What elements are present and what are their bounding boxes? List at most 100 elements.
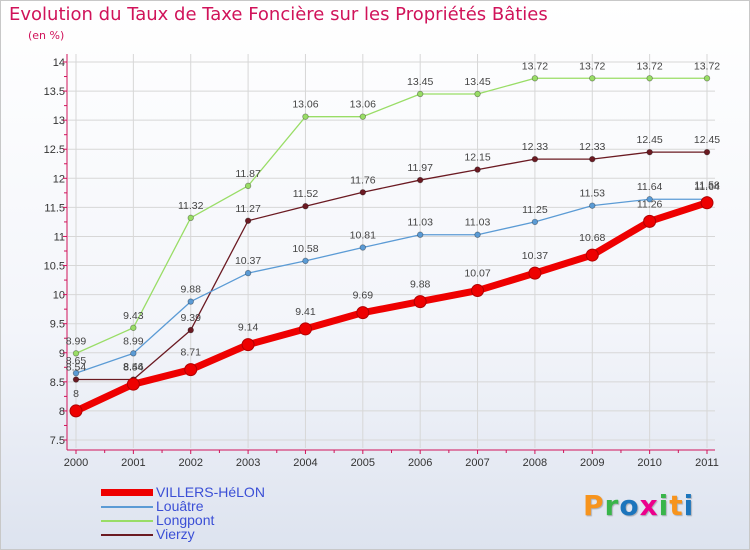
- data-point-villers-h-lon: [471, 284, 485, 298]
- y-tick-label: 12: [53, 173, 65, 185]
- series-line-lou-tre: [75, 198, 708, 374]
- data-point-vierzy: [244, 217, 252, 224]
- data-point-lou-tre: [359, 244, 367, 251]
- series-line-vierzy: [75, 151, 708, 381]
- data-point-lou-tre: [72, 369, 80, 377]
- x-tick-label: 2002: [178, 457, 202, 469]
- data-label-lou-tre: 11.53: [580, 188, 606, 200]
- data-label-longpont: 11.32: [178, 200, 204, 212]
- data-label-longpont: 8.99: [66, 335, 87, 347]
- logo-letter: t: [669, 489, 684, 522]
- data-point-lou-tre: [187, 298, 194, 305]
- logo-letter: i: [683, 489, 695, 522]
- x-tick-label: 2006: [408, 457, 432, 469]
- logo-letter: P: [583, 489, 605, 522]
- data-label-villers-h-lon: 9.41: [295, 306, 316, 318]
- data-label-vierzy: 12.15: [464, 152, 490, 164]
- data-label-vierzy: 11.97: [407, 162, 433, 174]
- legend-swatch: [101, 506, 153, 508]
- data-point-villers-h-lon: [700, 196, 714, 210]
- logo-letter: o: [619, 489, 640, 522]
- data-point-longpont: [589, 75, 596, 82]
- legend-item: Louâtre: [101, 498, 341, 514]
- y-tick-label: 9: [59, 348, 65, 360]
- data-label-villers-h-lon: 9.14: [238, 322, 259, 334]
- data-point-lou-tre: [646, 196, 653, 203]
- data-point-lou-tre: [474, 231, 481, 238]
- legend-item: VILLERS-HéLON: [101, 484, 341, 500]
- data-label-lou-tre: 8.99: [123, 335, 144, 347]
- data-label-lou-tre: 10.37: [235, 255, 261, 267]
- data-label-longpont: 13.72: [579, 60, 605, 72]
- data-label-villers-h-lon: 8: [73, 388, 79, 400]
- x-tick-label: 2010: [637, 457, 661, 469]
- y-tick-label: 8: [59, 406, 65, 418]
- x-tick-label: 2007: [465, 457, 489, 469]
- data-point-villers-h-lon: [126, 377, 140, 391]
- data-label-lou-tre: 11.64: [694, 181, 720, 193]
- chart-title: Evolution du Taux de Taxe Foncière sur l…: [9, 4, 548, 25]
- x-tick-label: 2008: [523, 457, 547, 469]
- data-label-vierzy: 11.52: [293, 188, 319, 200]
- x-tick-label: 2000: [64, 457, 88, 469]
- data-point-vierzy: [703, 148, 711, 156]
- y-tick-label: 13: [53, 115, 65, 127]
- data-label-villers-h-lon: 8.46: [123, 361, 144, 373]
- data-label-longpont: 13.06: [350, 99, 376, 111]
- y-tick-label: 12.5: [44, 144, 65, 156]
- legend-label: Vierzy: [156, 526, 195, 542]
- legend-item: Longpont: [101, 512, 341, 528]
- data-point-vierzy: [72, 376, 80, 383]
- data-point-vierzy: [187, 326, 194, 334]
- data-point-longpont: [187, 214, 194, 222]
- data-point-vierzy: [589, 155, 596, 163]
- data-label-lou-tre: 9.88: [181, 284, 202, 296]
- y-tick-label: 8.5: [50, 377, 65, 389]
- data-label-villers-h-lon: 9.88: [410, 279, 431, 291]
- data-label-vierzy: 12.33: [579, 141, 605, 153]
- data-point-longpont: [646, 75, 653, 82]
- data-point-longpont: [474, 90, 481, 98]
- data-point-villers-h-lon: [643, 214, 657, 228]
- y-tick-label: 7.5: [50, 435, 65, 447]
- grid: [68, 54, 715, 448]
- x-tick-label: 2011: [695, 457, 719, 469]
- y-tick-label: 10: [53, 290, 65, 302]
- legend-label: Longpont: [156, 512, 215, 528]
- logo-letter: r: [604, 489, 620, 522]
- y-tick-label: 11.5: [44, 202, 65, 214]
- data-label-vierzy: 8.54: [123, 362, 144, 374]
- logo-letter: x: [639, 489, 659, 522]
- data-point-villers-h-lon: [298, 322, 312, 336]
- y-tick-label: 13.5: [44, 86, 65, 98]
- data-label-longpont: 13.45: [407, 76, 433, 88]
- data-label-lou-tre: 11.03: [407, 217, 433, 229]
- data-point-longpont: [302, 113, 309, 120]
- proxiti-logo: Proxiti: [583, 489, 694, 522]
- data-label-longpont: 9.43: [123, 310, 144, 322]
- data-point-longpont: [72, 350, 80, 357]
- data-labels: 8.54 8.54 9.39 11.27 11.52 11.76 11.97 12.15 12.…: [66, 60, 721, 400]
- data-label-lou-tre: 11.64: [637, 181, 663, 193]
- data-label-longpont: 13.72: [636, 60, 662, 72]
- data-label-villers-h-lon: 8.71: [181, 347, 202, 359]
- data-label-vierzy: 12.33: [522, 141, 548, 153]
- data-point-lou-tre: [416, 231, 424, 238]
- legend-swatch: [101, 534, 153, 536]
- data-point-longpont: [130, 324, 137, 331]
- data-label-vierzy: 11.27: [235, 203, 261, 215]
- data-point-lou-tre: [302, 257, 309, 265]
- data-point-villers-h-lon: [69, 404, 83, 418]
- x-tick-label: 2004: [293, 457, 317, 469]
- data-point-villers-h-lon: [184, 363, 198, 377]
- data-label-longpont: 13.45: [464, 76, 490, 88]
- data-point-vierzy: [359, 189, 367, 196]
- data-label-vierzy: 12.45: [694, 134, 720, 146]
- data-label-vierzy: 9.39: [181, 312, 202, 324]
- data-label-longpont: 13.72: [694, 60, 720, 72]
- x-tick-label: 2005: [351, 457, 375, 469]
- y-tick-label: 14: [53, 57, 65, 69]
- data-label-villers-h-lon: 10.07: [464, 268, 490, 280]
- data-point-vierzy: [646, 148, 653, 156]
